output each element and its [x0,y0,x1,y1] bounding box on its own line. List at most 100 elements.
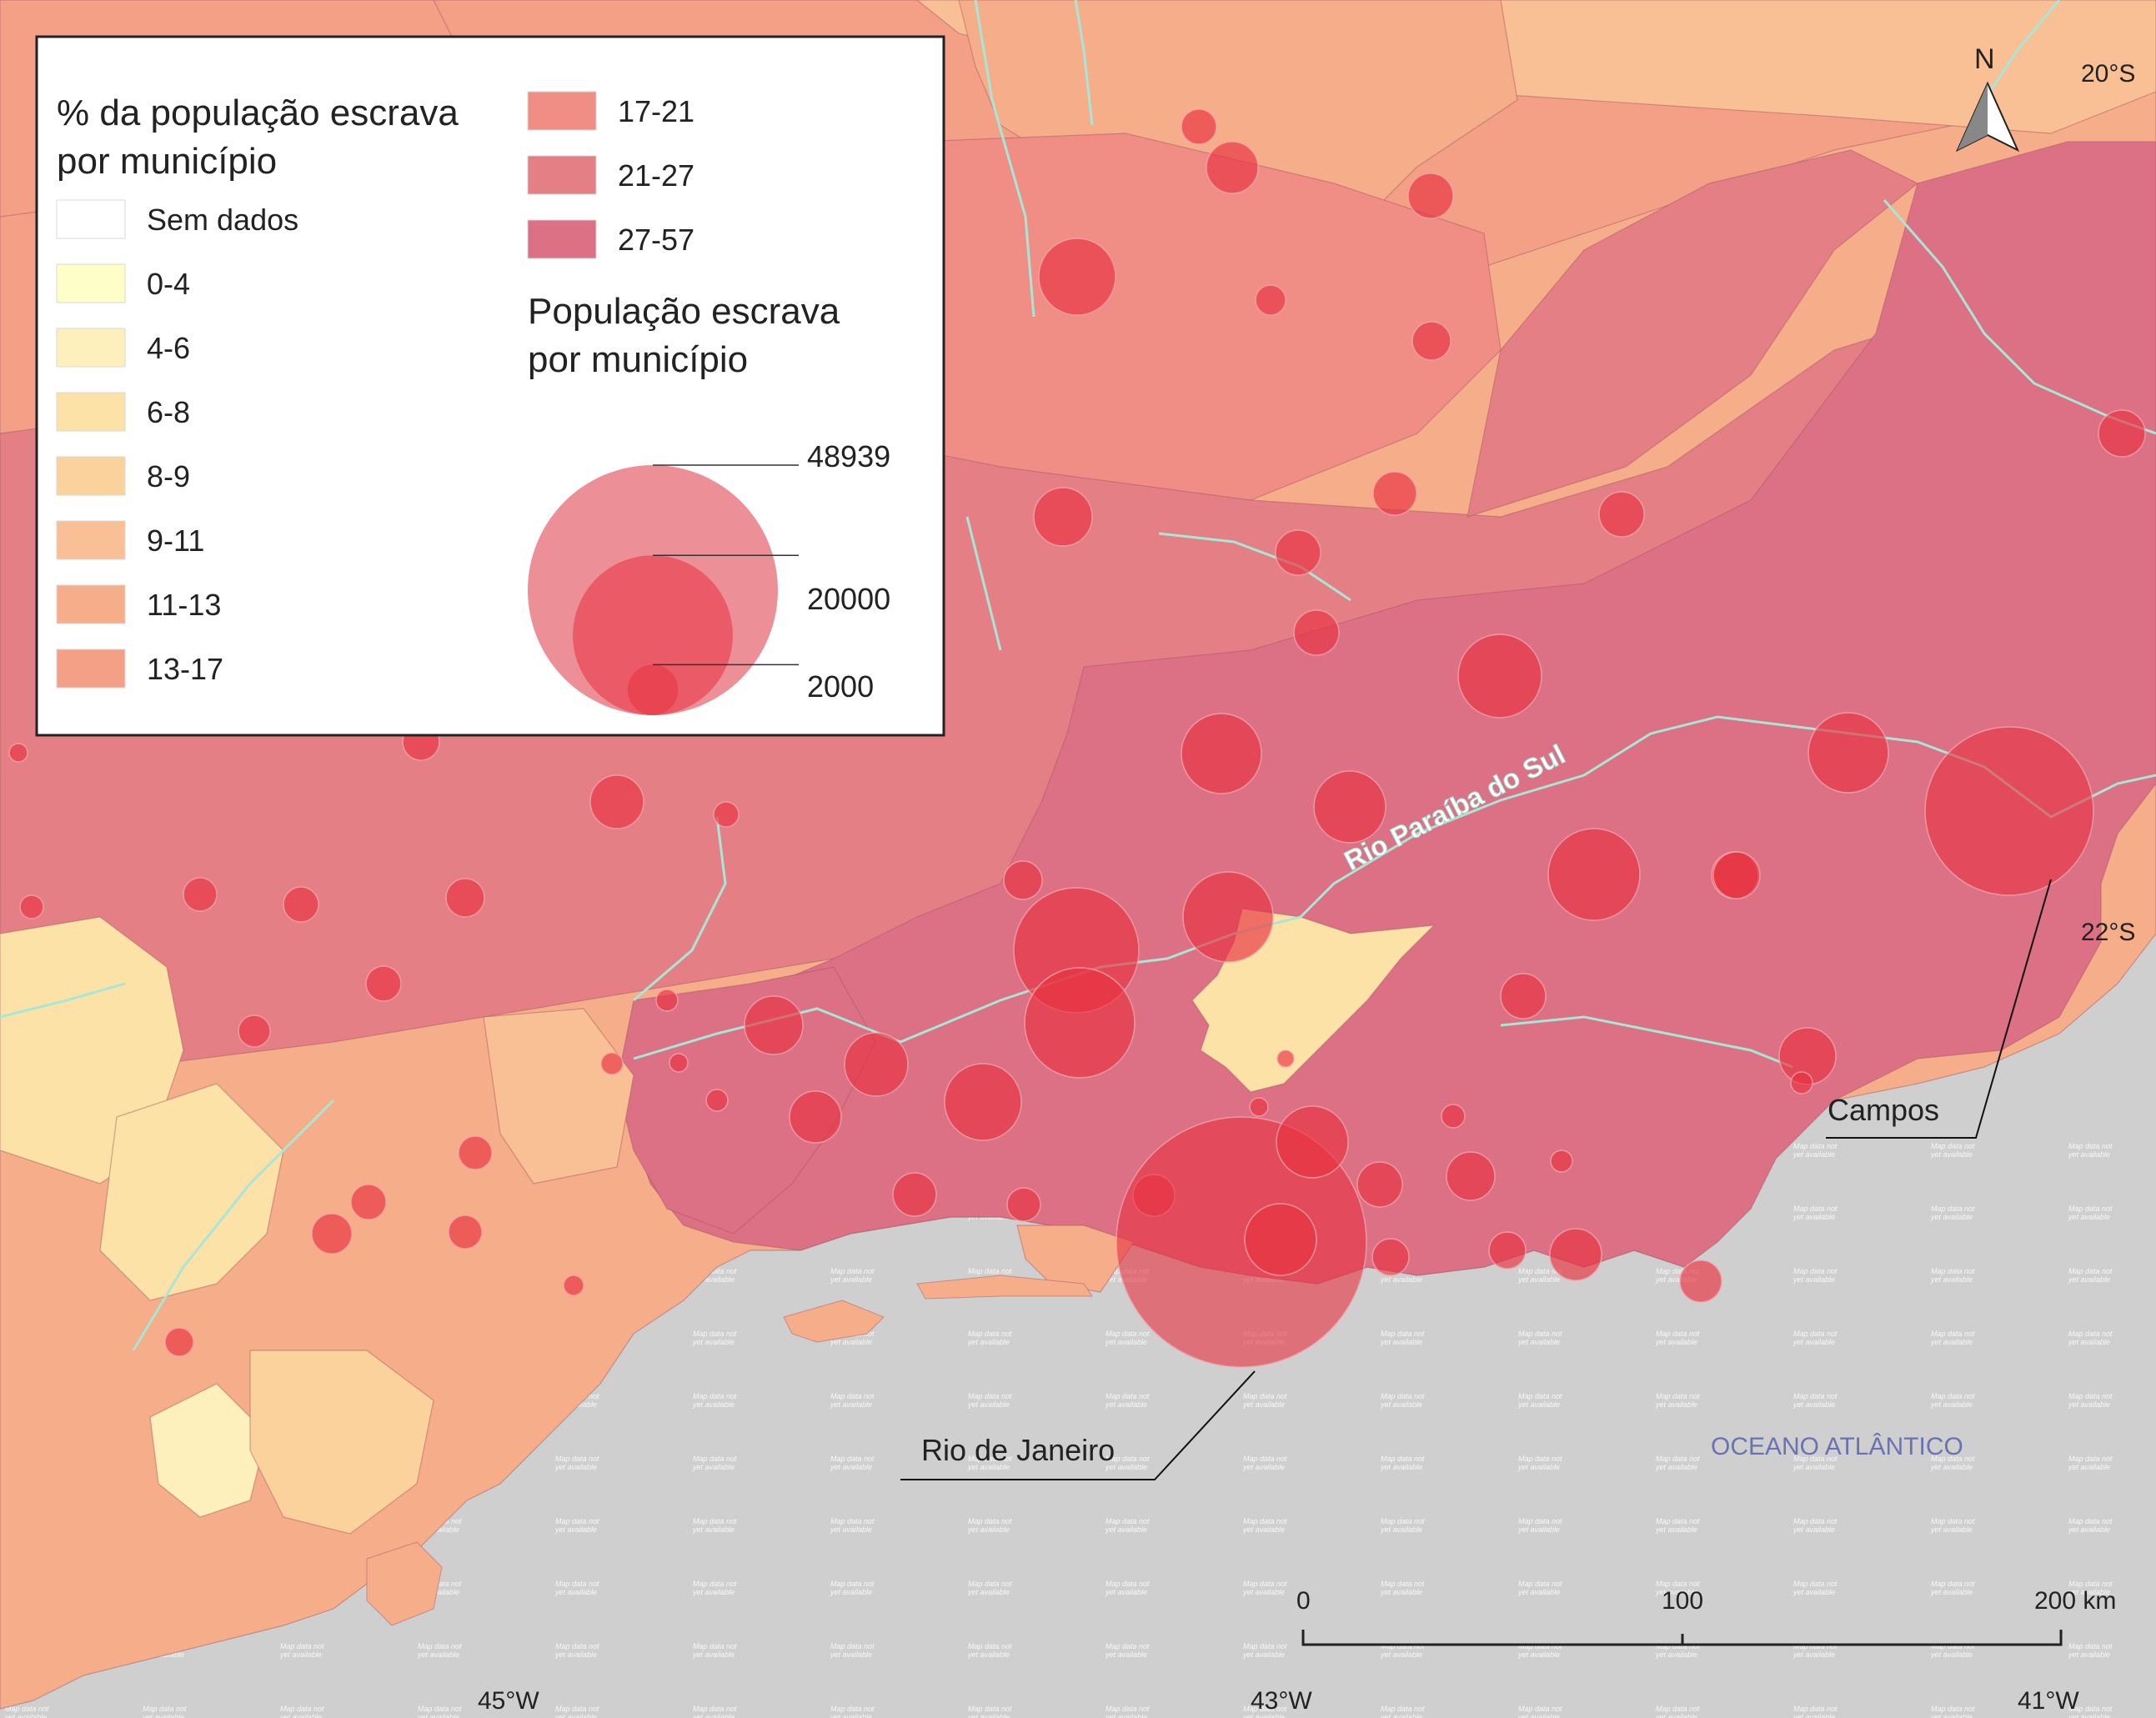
population-circle [1549,1228,1602,1281]
legend-pop-title-2: por município [528,339,748,380]
river-north-4 [1983,0,2061,101]
population-circle [8,743,28,763]
legend-class-label-1: 0-4 [147,267,190,301]
population-circle [1550,1150,1573,1173]
scale-tick-200: 200 km [2034,1587,2116,1615]
population-circles [8,108,2146,1368]
river-north-2 [1074,0,1094,126]
population-circle [1033,487,1093,547]
population-circle [1808,712,1889,794]
population-circle [589,774,644,829]
north-arrow: N [1955,43,2020,153]
river-north-1 [974,0,1035,318]
island-sao-sebastiao [366,1541,443,1626]
population-circle [844,1032,909,1097]
legend-pct-title-2: por município [57,141,277,182]
population-circle [1244,1203,1317,1276]
population-circle [1276,1049,1295,1068]
population-circle [1249,1097,1269,1117]
city-label-campos: Campos [1828,1093,1939,1127]
legend-swatch-5 [56,520,126,560]
population-circle [1275,529,1321,576]
lon-label-45w: 45°W [478,1687,539,1715]
islands [366,1275,1093,1626]
population-circle [19,894,44,919]
river-west-2 [132,1099,335,1351]
legend-class-label-6: 11-13 [147,588,221,622]
population-circle [713,801,740,828]
population-circle [892,1172,937,1217]
legend-swatch-1 [56,263,126,303]
population-circle [1500,973,1547,1019]
population-circle [1712,851,1761,899]
population-circle [183,877,218,912]
legend-class-label-9: 21-27 [618,158,694,193]
legend-class-label-8: 17-21 [618,94,694,128]
scale-tick-100: 100 [1662,1587,1703,1615]
legend-swatch-0 [56,199,126,239]
population-circle [1038,238,1116,316]
river-east-1 [1500,1015,1793,1069]
lon-label-43w: 43°W [1251,1687,1312,1715]
population-circle [350,1184,387,1220]
lat-label-20s: 20°S [2081,60,2135,88]
population-circle [789,1090,842,1144]
population-circle [1182,871,1274,963]
legend-classes: Sem dados 0-4 4-6 6-8 8-9 9-11 11-13 13-17 17-21… [56,91,694,689]
legend-class-label-0: Sem dados [147,203,298,237]
population-circle [944,1063,1022,1141]
legend-class-label-2: 4-6 [147,331,190,365]
river-west-3 [0,982,126,1019]
population-circle [365,965,402,1002]
lon-label-41w: 41°W [2018,1687,2079,1715]
population-circle [655,989,679,1012]
population-circle [1441,1104,1466,1129]
population-circle [1372,471,1417,516]
city-label-rio: Rio de Janeiro [921,1433,1115,1467]
population-circle [1598,491,1645,538]
legend-class-label-5: 9-11 [147,523,204,558]
population-circle [1313,770,1386,844]
scale-bar: 0 100 200 km [1296,1587,2116,1646]
land-sw-yellow-3 [149,1383,268,1518]
legend-class-label-4: 8-9 [147,459,190,493]
land-sw-mid [483,1008,634,1185]
legend-swatch-10 [527,219,597,259]
population-circle [1679,1260,1722,1303]
river-north-5 [1158,532,1351,602]
population-circle [669,1053,689,1073]
population-circle [1488,1231,1527,1270]
legend-size-label-2: 2000 [807,669,874,704]
legend-size-label-1: 20000 [807,582,890,616]
island-marambaia [916,1275,1093,1300]
land-rio-west [616,966,876,1235]
population-circle [1181,713,1262,794]
legend-swatch-8 [527,91,597,131]
land-coast-strip [1016,1225,1135,1293]
legend-sizes: 48939 20000 2000 [528,439,890,715]
river-west-1 [633,816,727,1002]
legend-box [35,35,945,737]
legend-swatch-9 [527,155,597,195]
population-circle [1293,609,1340,656]
land-sw-yellow-2 [99,1083,284,1301]
population-circle [458,1135,493,1170]
population-circle [2098,409,2146,458]
population-circle [1371,1238,1410,1276]
population-circle [1276,1105,1349,1179]
population-circle [1003,860,1043,900]
river-north-6 [965,516,1002,651]
population-circle [563,1275,584,1296]
lat-label-22s: 22°S [2081,919,2135,946]
population-circle [283,886,319,923]
legend-pct-title-1: % da população escrava [57,93,459,133]
population-circle [445,878,485,918]
population-circle [705,1089,729,1112]
population-circle [238,1014,271,1048]
population-circle [164,1327,194,1357]
legend-swatch-3 [56,392,126,432]
legend: % da população escrava por município Sem… [35,35,945,737]
population-circle [1116,1116,1367,1368]
